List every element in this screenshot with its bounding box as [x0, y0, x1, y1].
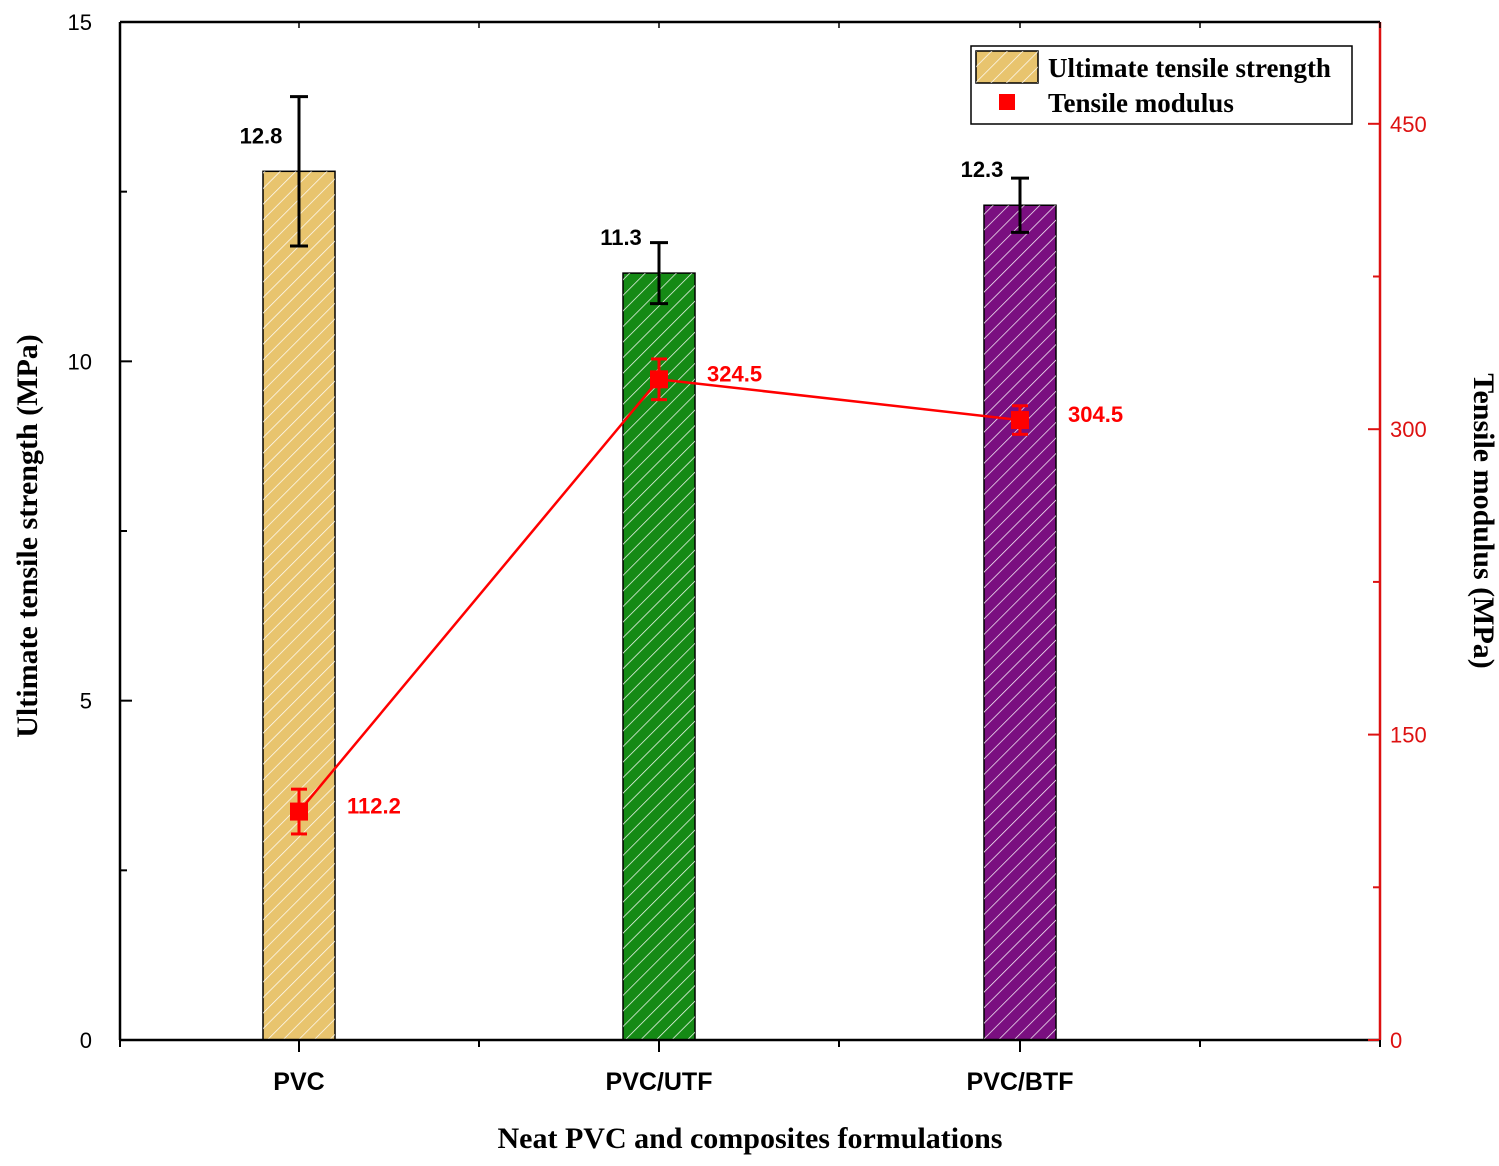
modulus-marker — [1011, 411, 1029, 430]
bars-group — [262, 170, 1057, 1041]
bar-hatch — [263, 171, 335, 1041]
legend-marker-modulus — [999, 94, 1015, 110]
y-tick-label: 5 — [80, 689, 92, 714]
x-tick-label: PVC — [273, 1068, 324, 1096]
legend-label-modulus: Tensile modulus — [1048, 88, 1234, 118]
bar-value-label: 12.3 — [961, 157, 1004, 182]
bar-value-label: 12.8 — [240, 123, 283, 148]
modulus-value-label: 324.5 — [707, 361, 762, 386]
legend-label-strength: Ultimate tensile strength — [1048, 53, 1331, 83]
legend: Ultimate tensile strength Tensile modulu… — [970, 45, 1353, 125]
y-axis-title: Ultimate tensile strength (MPa) — [11, 334, 44, 738]
x-tick-label: PVC/BTF — [967, 1068, 1074, 1096]
modulus-marker — [650, 370, 668, 389]
modulus-marker — [290, 802, 308, 821]
bar-value-labels-group: 12.8 11.3 12.3 — [240, 123, 1004, 250]
y2-tick-label: 150 — [1390, 723, 1427, 748]
y2-tick-label: 450 — [1390, 112, 1427, 137]
bar-error-bars-group — [290, 95, 1029, 306]
y-tick-label: 15 — [68, 10, 92, 35]
y2-tick-label: 300 — [1390, 417, 1427, 442]
modulus-value-label: 304.5 — [1068, 402, 1123, 427]
y2-axis-title: Tensile modulus (MPa) — [1467, 373, 1499, 669]
modulus-value-label: 112.2 — [347, 794, 401, 819]
modulus-series-group: 112.2 324.5 304.5 — [290, 357, 1123, 836]
bar-value-label: 11.3 — [600, 225, 642, 250]
y2-tick-label: 0 — [1390, 1028, 1402, 1053]
x-tick-label: PVC/UTF — [606, 1068, 713, 1096]
y-tick-label: 0 — [80, 1028, 92, 1053]
x-axis-title: Neat PVC and composites formulations — [498, 1122, 1003, 1155]
bar-hatch — [984, 205, 1056, 1041]
legend-swatch-hatch — [976, 51, 1038, 83]
y-tick-label: 10 — [68, 349, 92, 374]
